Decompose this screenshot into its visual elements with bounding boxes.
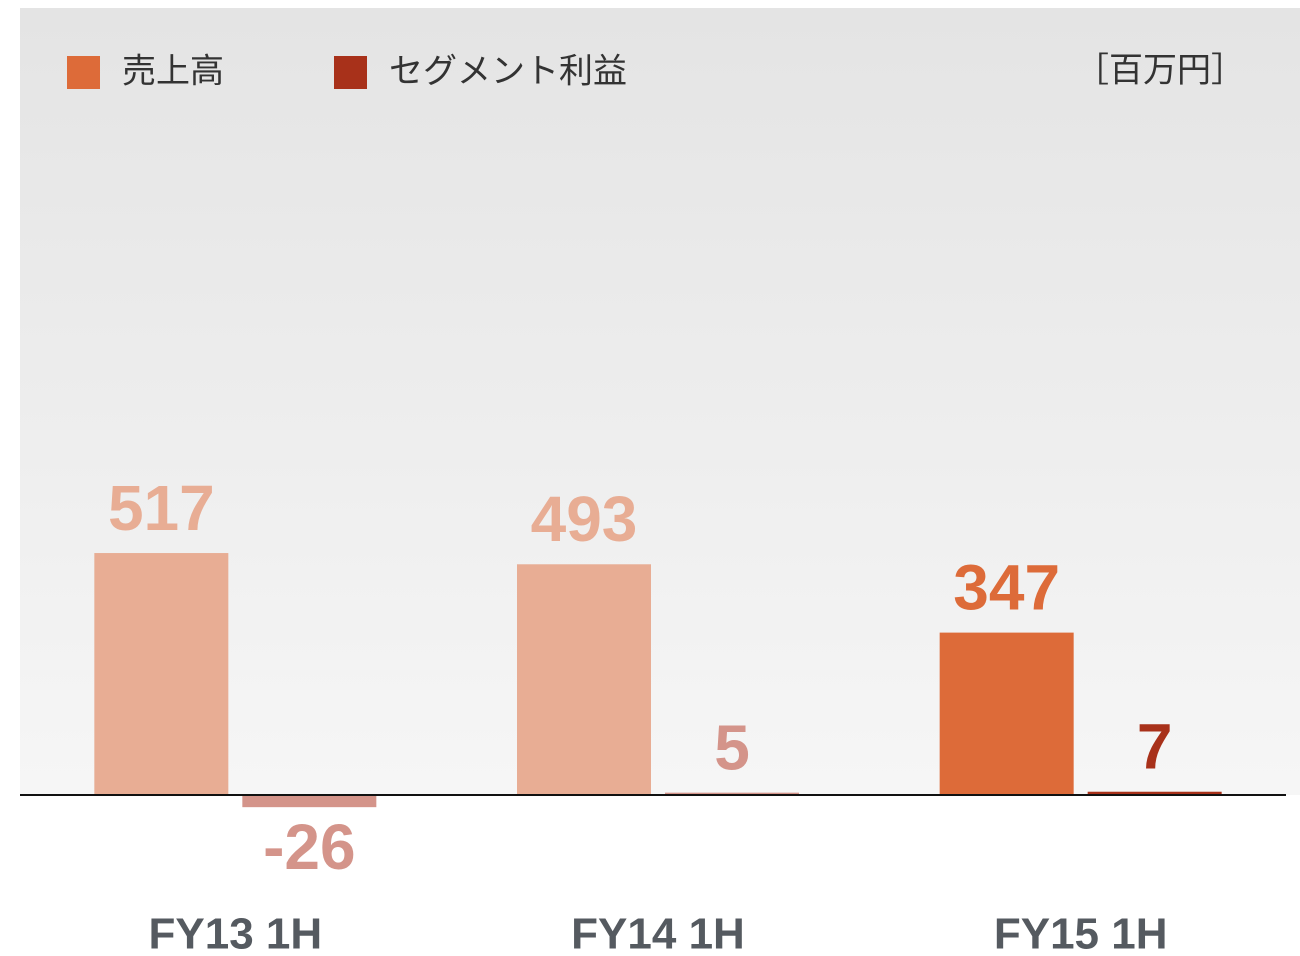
value-label: 493 bbox=[531, 483, 638, 555]
value-label: 7 bbox=[1137, 711, 1173, 783]
value-label: 517 bbox=[108, 472, 215, 544]
x-tick-label: FY15 1H bbox=[994, 910, 1168, 956]
x-tick-label: FY13 1H bbox=[149, 910, 323, 956]
bar bbox=[94, 553, 229, 795]
x-tick-label: FY14 1H bbox=[571, 910, 745, 956]
plot-background bbox=[20, 8, 1300, 795]
legend-swatch bbox=[67, 56, 100, 89]
unit-label: ［百万円］ bbox=[1075, 51, 1245, 91]
bar bbox=[517, 564, 651, 795]
bar bbox=[665, 792, 799, 795]
bar bbox=[242, 795, 377, 808]
value-label: 347 bbox=[953, 552, 1060, 624]
legend-label: セグメント利益 bbox=[389, 52, 627, 92]
legend-swatch bbox=[334, 56, 367, 89]
value-label: 5 bbox=[714, 712, 750, 784]
value-label: -26 bbox=[263, 811, 356, 883]
bar bbox=[939, 632, 1074, 795]
bar bbox=[1087, 791, 1222, 795]
legend-label: 売上高 bbox=[122, 52, 224, 92]
